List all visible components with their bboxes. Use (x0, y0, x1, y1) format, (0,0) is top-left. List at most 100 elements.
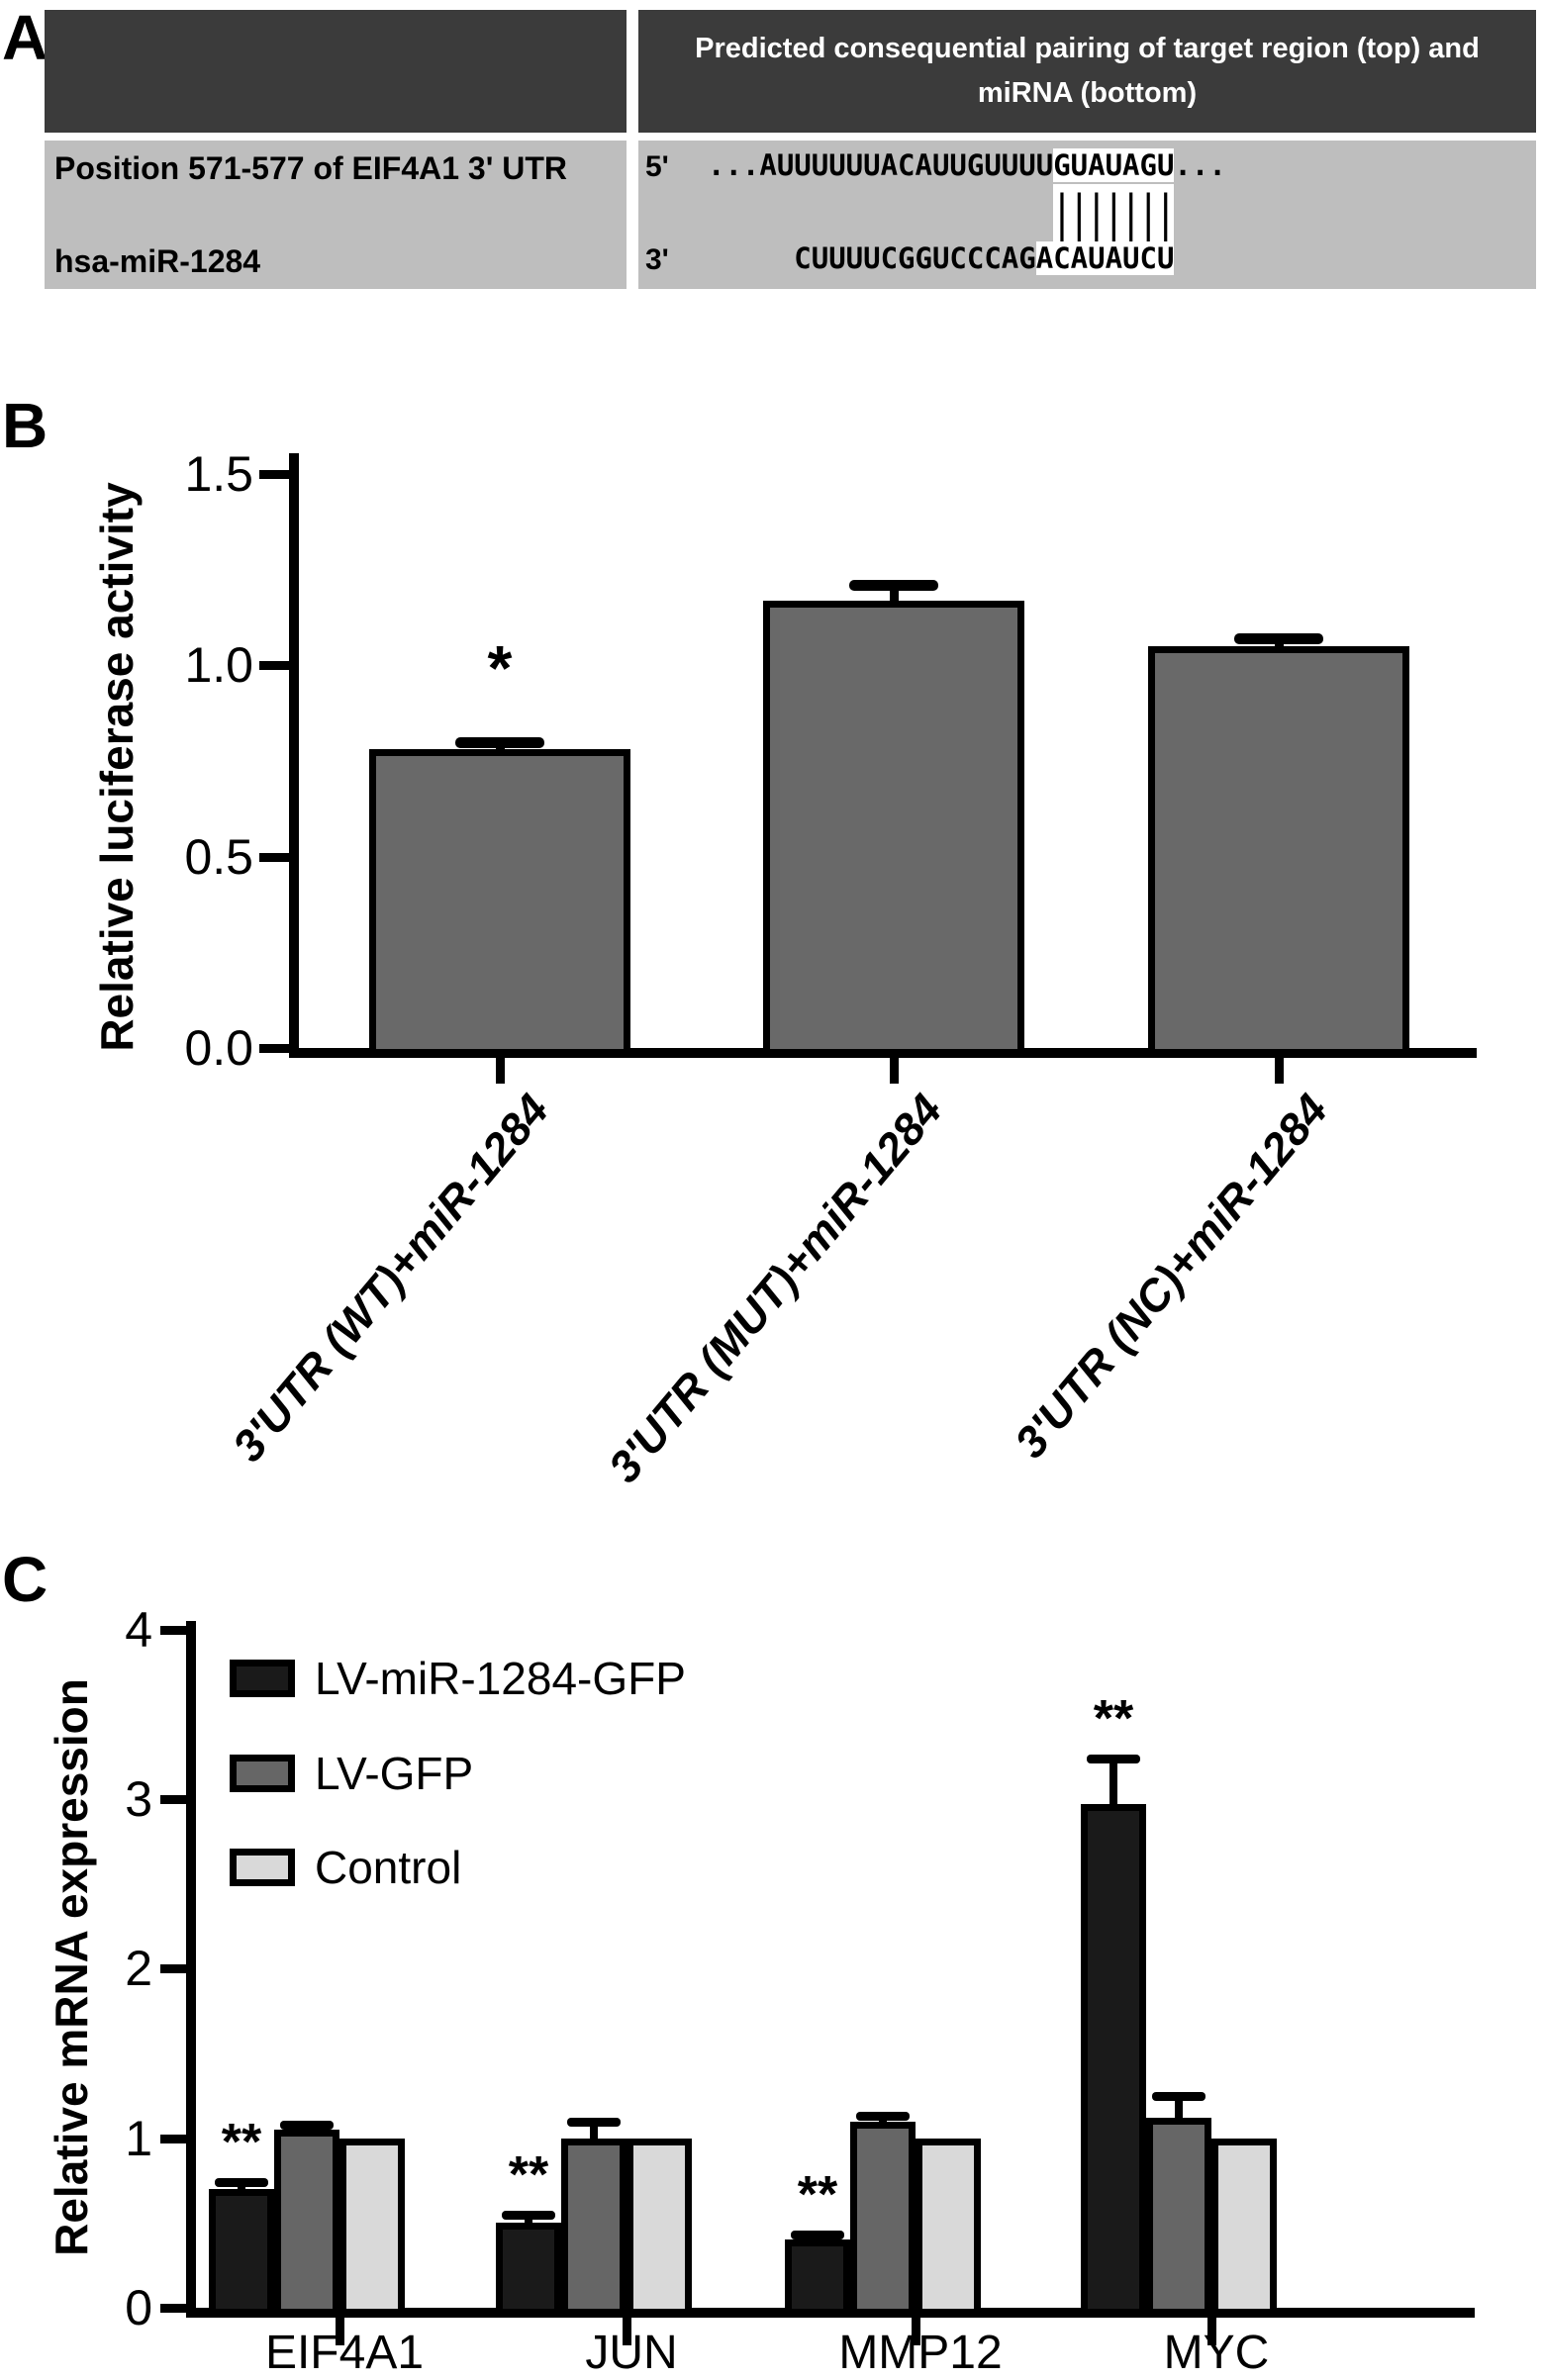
error-bar-stem (525, 2215, 532, 2230)
panel-b-y-axis-title: Relative luciferase activity (91, 482, 143, 1052)
error-bar-cap (849, 580, 938, 591)
panel-b-y-tick-label: 0.5 (184, 829, 253, 885)
panel-b-label: B (2, 390, 48, 461)
panel-b-x-tick (496, 1058, 505, 1084)
significance-marker: ** (221, 2114, 262, 2171)
bar-MYC-LV-miR-1284-GFP (1081, 1804, 1146, 2316)
error-bar-stem (238, 2182, 245, 2195)
panel-b-y-axis-line (289, 453, 299, 1058)
bar-JUN-Control (627, 2139, 692, 2316)
legend-swatch-LV-miR-1284-GFP (230, 1660, 295, 1697)
panel-c-x-category-label: MYC (1163, 2327, 1270, 2379)
seq-3prime-label: 3' (645, 243, 669, 276)
error-bar-stem (1109, 1759, 1117, 1810)
error-bar-cap (791, 2231, 844, 2239)
mirna-seq-seed: ACAUAUCU (1035, 241, 1175, 275)
error-bar-cap (1234, 633, 1323, 644)
pairing-table-header-left (45, 10, 627, 133)
panel-c-x-category-label: EIF4A1 (264, 2327, 425, 2379)
error-bar-cap (856, 2112, 910, 2121)
error-bar-cap (280, 2121, 334, 2130)
panel-c-y-tick-label: 3 (125, 1771, 152, 1827)
panel-b-x-category-label: 3'UTR (MUT)+miR-1284 (599, 1085, 953, 1492)
bar-EIF4A1-Control (339, 2139, 405, 2316)
panel-a-label: A (2, 2, 48, 73)
pairing-table-header-text: Predicted consequential pairing of targe… (695, 33, 1480, 109)
error-bar-stem (890, 585, 899, 606)
significance-marker: ** (1093, 1690, 1134, 1748)
bar-MMP12-LV-miR-1284-GFP (785, 2239, 850, 2316)
legend-swatch-LV-GFP (230, 1755, 295, 1792)
error-bar-cap (502, 2211, 555, 2220)
error-bar-cap (1087, 1755, 1140, 1763)
bar-MMP12-Control (916, 2139, 981, 2316)
panel-c-y-tick-label: 1 (125, 2111, 152, 2166)
panel-c-label: C (2, 1544, 48, 1615)
panel-b-x-tick (890, 1058, 899, 1084)
panel-b-y-tick-label: 1.0 (184, 637, 253, 693)
pairing-table-body-left: Position 571-577 of EIF4A1 3' UTR hsa-mi… (45, 141, 627, 289)
panel-c-x-tick (912, 2318, 920, 2345)
panel-c-y-tick-label: 2 (125, 1941, 152, 1996)
panel-c-x-tick (623, 2318, 631, 2345)
panel-b-x-category-label: 3'UTR (WT)+miR-1284 (222, 1085, 559, 1472)
mirna-sequence-line: CUUUUCGGUCCCAGACAUAUCU (708, 241, 1175, 276)
panel-c-x-tick (1207, 2318, 1216, 2345)
significance-marker: ** (797, 2166, 838, 2224)
panel-b-y-tick-label: 0.0 (184, 1020, 253, 1076)
legend-label-LV-GFP: LV-GFP (315, 1748, 474, 1799)
target-sequence-line: ...AUUUUUUACAUUGUUUUGUAUAGU... (708, 148, 1226, 183)
bar-MYC-Control (1211, 2139, 1277, 2316)
error-bar-stem (1175, 2096, 1183, 2124)
error-bar-stem (814, 2235, 821, 2245)
panel-b-y-tick (259, 1044, 289, 1053)
mirna-name-text: hsa-miR-1284 (54, 243, 261, 279)
error-bar-cap (1152, 2092, 1205, 2101)
legend-label-LV-miR-1284-GFP: LV-miR-1284-GFP (315, 1653, 686, 1704)
panel-c-y-tick (160, 2135, 186, 2143)
legend-swatch-Control (230, 1849, 295, 1886)
bar-3'UTR (WT)+miR-1284 (369, 749, 630, 1056)
panel-c-x-tick (336, 2318, 344, 2345)
error-bar-stem (1275, 638, 1284, 652)
pairing-table-header-right: Predicted consequential pairing of targe… (638, 10, 1536, 133)
bar-JUN-LV-miR-1284-GFP (496, 2223, 561, 2316)
target-seq-after: ... (1174, 148, 1226, 182)
pairing-bars-line: ||||||| (708, 184, 1175, 246)
panel-b-y-tick (259, 661, 289, 670)
error-bar-stem (303, 2125, 311, 2136)
panel-c-y-tick-label: 0 (125, 2280, 152, 2335)
error-bar-cap (215, 2178, 268, 2187)
error-bar-stem (496, 742, 505, 756)
panel-c-y-tick (160, 1964, 186, 1973)
bar-MMP12-LV-GFP (850, 2122, 916, 2316)
significance-marker: ** (508, 2146, 549, 2204)
target-seq-seed: GUAUAGU (1053, 148, 1175, 182)
bar-EIF4A1-LV-GFP (274, 2130, 339, 2316)
panel-c-x-category-label: JUN (585, 2327, 678, 2379)
mirna-seq-before: CUUUUCGGUCCCAG (708, 241, 1036, 275)
panel-c-y-tick-label: 4 (125, 1602, 152, 1658)
legend-label-Control: Control (315, 1842, 462, 1893)
panel-b-x-category-label: 3'UTR (NC)+miR-1284 (1004, 1085, 1338, 1468)
panel-c-y-axis-line (186, 1621, 196, 2318)
pairing-bars-indent (708, 184, 1053, 218)
panel-b-y-tick (259, 470, 289, 479)
panel-c-y-tick (160, 2304, 186, 2313)
error-bar-stem (590, 2122, 598, 2144)
panel-b-x-tick (1275, 1058, 1284, 1084)
seq-5prime-label: 5' (645, 150, 669, 183)
error-bar-cap (567, 2118, 621, 2127)
panel-b-y-tick (259, 853, 289, 862)
significance-marker: * (487, 632, 513, 704)
bar-3'UTR (MUT)+miR-1284 (763, 601, 1024, 1056)
panel-b-y-tick-label: 1.5 (184, 446, 253, 502)
panel-c-y-tick (160, 1795, 186, 1804)
bar-JUN-LV-GFP (561, 2139, 627, 2316)
bar-EIF4A1-LV-miR-1284-GFP (209, 2189, 274, 2316)
target-position-text: Position 571-577 of EIF4A1 3' UTR (54, 150, 567, 186)
panel-c-y-tick (160, 1626, 186, 1635)
target-seq-before: ...AUUUUUUACAUUGUUUU (708, 148, 1054, 182)
error-bar-stem (879, 2116, 887, 2127)
